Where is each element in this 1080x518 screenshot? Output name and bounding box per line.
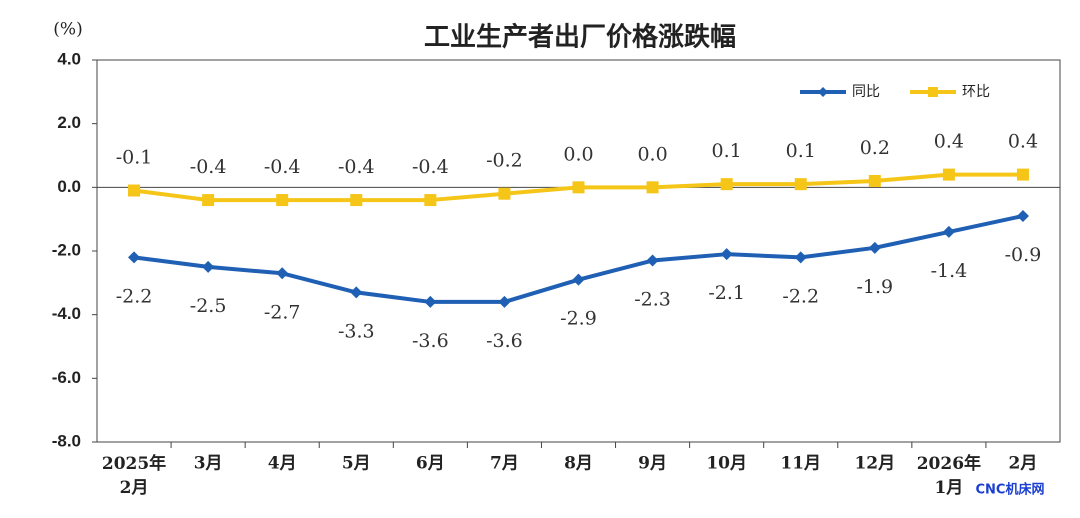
data-label: -2.9 xyxy=(560,308,597,330)
data-label: 0.0 xyxy=(563,143,593,165)
data-label: 0.1 xyxy=(712,140,742,162)
marker xyxy=(720,178,733,191)
data-label: 0.4 xyxy=(1008,131,1038,153)
data-label: -2.1 xyxy=(708,282,745,304)
data-label: -2.2 xyxy=(782,285,819,307)
marker xyxy=(424,295,437,308)
legend-label: 环比 xyxy=(962,84,990,100)
chart-title: 工业生产者出厂价格涨跌幅 xyxy=(424,22,736,53)
marker xyxy=(202,194,215,207)
data-label: -2.2 xyxy=(116,285,153,307)
x-tick-label: 3月 xyxy=(194,454,223,474)
x-tick-label: 10月 xyxy=(706,454,747,474)
data-label: -0.2 xyxy=(486,150,523,172)
legend-marker xyxy=(928,87,938,97)
data-label: -0.4 xyxy=(412,156,449,178)
marker xyxy=(498,187,511,200)
y-tick-label: 4.0 xyxy=(57,49,81,68)
data-label: 0.4 xyxy=(934,131,964,153)
legend-label: 同比 xyxy=(852,84,880,100)
marker xyxy=(794,251,807,264)
y-tick-label: -8.0 xyxy=(52,431,81,450)
data-label: -2.3 xyxy=(634,289,671,311)
x-tick-label: 9月 xyxy=(638,454,667,474)
legend-marker xyxy=(818,87,828,97)
marker xyxy=(350,194,363,207)
x-tick-label: 8月 xyxy=(564,454,593,474)
watermark: CNC机床网 xyxy=(976,482,1045,498)
marker xyxy=(868,241,881,254)
data-label: -0.4 xyxy=(264,156,301,178)
data-label: 0.1 xyxy=(786,140,816,162)
marker xyxy=(942,225,955,238)
y-tick-label: -2.0 xyxy=(52,240,81,259)
data-label: -2.7 xyxy=(264,301,301,323)
data-label: 0.2 xyxy=(860,137,890,159)
data-label: -0.9 xyxy=(1005,244,1042,266)
data-label: -1.9 xyxy=(856,276,893,298)
x-tick-label: 2026年 1月 xyxy=(917,453,981,498)
marker xyxy=(276,194,289,207)
x-tick-label: 2025年 2月 xyxy=(102,453,166,498)
marker xyxy=(572,273,585,286)
marker xyxy=(202,260,215,273)
y-unit: (%) xyxy=(53,20,82,40)
data-label: -3.3 xyxy=(338,320,375,342)
y-tick-label: 0.0 xyxy=(57,177,81,196)
data-label: -3.6 xyxy=(412,330,449,352)
x-tick-label: 7月 xyxy=(490,454,519,474)
x-tick-label: 4月 xyxy=(268,454,297,474)
marker xyxy=(794,178,807,191)
marker xyxy=(1016,209,1029,222)
y-tick-label: -4.0 xyxy=(52,304,81,323)
marker xyxy=(424,194,437,207)
x-tick-label: 11月 xyxy=(780,454,821,474)
marker xyxy=(498,295,511,308)
x-tick-label: 2月 xyxy=(1009,454,1038,474)
marker xyxy=(868,174,881,187)
data-label: -0.1 xyxy=(116,147,153,169)
data-label: -0.4 xyxy=(190,156,227,178)
marker xyxy=(646,254,659,267)
data-label: 0.0 xyxy=(637,143,667,165)
marker xyxy=(646,181,659,194)
marker xyxy=(350,286,363,299)
data-label: -3.6 xyxy=(486,330,523,352)
data-label: -1.4 xyxy=(931,260,968,282)
x-tick-label: 5月 xyxy=(342,454,371,474)
marker xyxy=(1016,168,1029,181)
marker xyxy=(128,184,141,197)
data-label: -0.4 xyxy=(338,156,375,178)
marker xyxy=(276,267,289,280)
marker xyxy=(720,248,733,261)
x-tick-label: 12月 xyxy=(854,454,895,474)
data-label: -2.5 xyxy=(190,295,227,317)
marker xyxy=(128,251,141,264)
x-tick-label: 6月 xyxy=(416,454,445,474)
y-tick-label: 2.0 xyxy=(57,113,81,132)
plot-frame xyxy=(96,59,1061,443)
marker xyxy=(572,181,585,194)
marker xyxy=(942,168,955,181)
y-tick-label: -6.0 xyxy=(52,368,81,387)
